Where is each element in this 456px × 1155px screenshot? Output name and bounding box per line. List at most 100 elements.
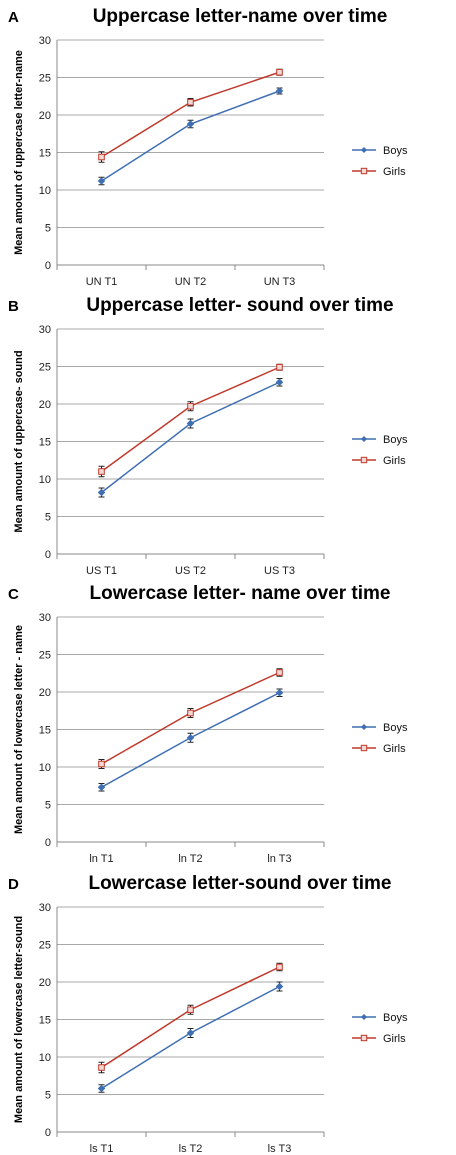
panel-label: D (8, 876, 19, 893)
x-tick-label: ln T2 (178, 853, 202, 865)
legend-marker (361, 724, 367, 730)
y-tick-label: 10 (39, 474, 51, 486)
y-tick-label: 30 (39, 612, 51, 624)
legend-item-boys: Boys (352, 1012, 408, 1024)
legend: Boys Girls (352, 1012, 408, 1045)
y-tick-label: 30 (39, 902, 51, 914)
y-tick-label: 20 (39, 977, 51, 989)
data-point (97, 783, 106, 792)
panel-label: A (8, 9, 19, 26)
data-point (98, 468, 105, 475)
series-line (101, 671, 280, 765)
x-tick-label: ln T1 (89, 853, 113, 865)
data-point (187, 402, 194, 410)
x-tick-label: ls T2 (179, 1143, 203, 1155)
y-tick-label: 25 (39, 73, 51, 85)
legend-marker (360, 167, 368, 175)
data-point (186, 120, 195, 128)
y-tick-label: 25 (39, 940, 51, 952)
chart-svg: C Lowercase letter- name over time 0 5 10 15 2… (8, 583, 408, 865)
x-tick-label: UN T3 (264, 276, 296, 288)
legend-marker (360, 1034, 368, 1042)
x-tick-label: ls T3 (268, 1143, 292, 1155)
chart-title: Lowercase letter-sound over time (88, 873, 391, 894)
data-point (275, 982, 284, 991)
chart-panel-c: C Lowercase letter- name over time 0 5 10 15 2… (0, 577, 456, 865)
series-boys (97, 378, 284, 498)
legend-label: Girls (383, 743, 406, 755)
y-gridlines (57, 328, 324, 517)
chart-title: Uppercase letter- sound over time (86, 295, 393, 316)
y-tick-label: 0 (45, 837, 51, 849)
legend-marker (360, 744, 368, 752)
chart-panel-d: D Lowercase letter-sound over time 0 5 10 15 2… (0, 867, 456, 1155)
chart-panel-b: B Uppercase letter- sound over time 0 5 10 15… (0, 289, 456, 577)
legend-item-girls: Girls (352, 1033, 406, 1045)
data-point (97, 488, 106, 497)
y-tick-label: 10 (39, 1052, 51, 1064)
chart-svg: D Lowercase letter-sound over time 0 5 10 15 2… (8, 873, 408, 1155)
data-point (276, 68, 283, 76)
legend-item-girls: Girls (352, 455, 406, 467)
data-point (275, 87, 284, 95)
legend-item-boys: Boys (352, 145, 408, 157)
series-girls (98, 668, 283, 769)
y-gridlines (57, 39, 324, 228)
x-tick-label: UN T2 (175, 276, 207, 288)
data-point (97, 177, 106, 185)
x-tick-label: ln T3 (267, 853, 291, 865)
data-point (276, 963, 283, 971)
y-tick-label: 5 (45, 512, 51, 524)
y-tick-label: 0 (45, 260, 51, 272)
series-girls (98, 68, 283, 163)
x-tick-label: UN T1 (86, 276, 118, 288)
y-gridlines (57, 906, 324, 1095)
series-boys (97, 688, 284, 792)
legend-label: Girls (383, 166, 406, 178)
y-tick-label: 25 (39, 650, 51, 662)
y-tick-label: 20 (39, 399, 51, 411)
data-point (186, 733, 195, 742)
y-tick-label: 20 (39, 687, 51, 699)
legend: Boys Girls (352, 722, 408, 755)
y-tick-label: 15 (39, 725, 51, 737)
y-tick-label: 20 (39, 110, 51, 122)
data-point (98, 1064, 105, 1071)
x-tick-label: US T2 (175, 565, 206, 577)
chart-title: Uppercase letter-name over time (93, 6, 388, 27)
y-axis-label: Mean amount of uppercase letter-name (13, 50, 25, 255)
y-tick-label: 25 (39, 362, 51, 374)
series-line (101, 381, 280, 494)
data-point (187, 709, 194, 717)
legend-item-girls: Girls (352, 743, 406, 755)
y-tick-label: 5 (45, 1090, 51, 1102)
legend-marker (361, 1014, 367, 1020)
y-tick-label: 15 (39, 1015, 51, 1027)
y-axis-label: Mean amount of lowercase letter - name (13, 625, 25, 834)
data-point (98, 153, 105, 161)
legend-label: Girls (383, 1033, 406, 1045)
chart-title: Lowercase letter- name over time (90, 583, 391, 604)
legend: Boys Girls (352, 434, 408, 467)
y-axis-label: Mean amount of lowercase letter-sound (13, 916, 25, 1123)
data-point (275, 688, 284, 697)
y-tick-label: 0 (45, 549, 51, 561)
data-point (97, 1084, 106, 1093)
y-tick-label: 30 (39, 324, 51, 336)
legend-label: Boys (383, 1012, 408, 1024)
legend: Boys Girls (352, 145, 408, 178)
legend-marker (361, 436, 367, 442)
y-tick-label: 10 (39, 762, 51, 774)
data-point (276, 363, 283, 371)
legend-label: Boys (383, 145, 408, 157)
legend-marker (360, 456, 368, 464)
legend-marker (361, 147, 367, 153)
legend-label: Boys (383, 434, 408, 446)
series-girls (98, 962, 283, 1074)
series-girls (98, 363, 283, 478)
y-tick-label: 5 (45, 223, 51, 235)
chart-svg: B Uppercase letter- sound over time 0 5 10 15… (8, 295, 408, 577)
y-tick-label: 0 (45, 1127, 51, 1139)
chart-svg: A Uppercase letter-name over time 0 5 10 15 20… (8, 6, 408, 288)
x-tick-label: US T3 (264, 565, 295, 577)
